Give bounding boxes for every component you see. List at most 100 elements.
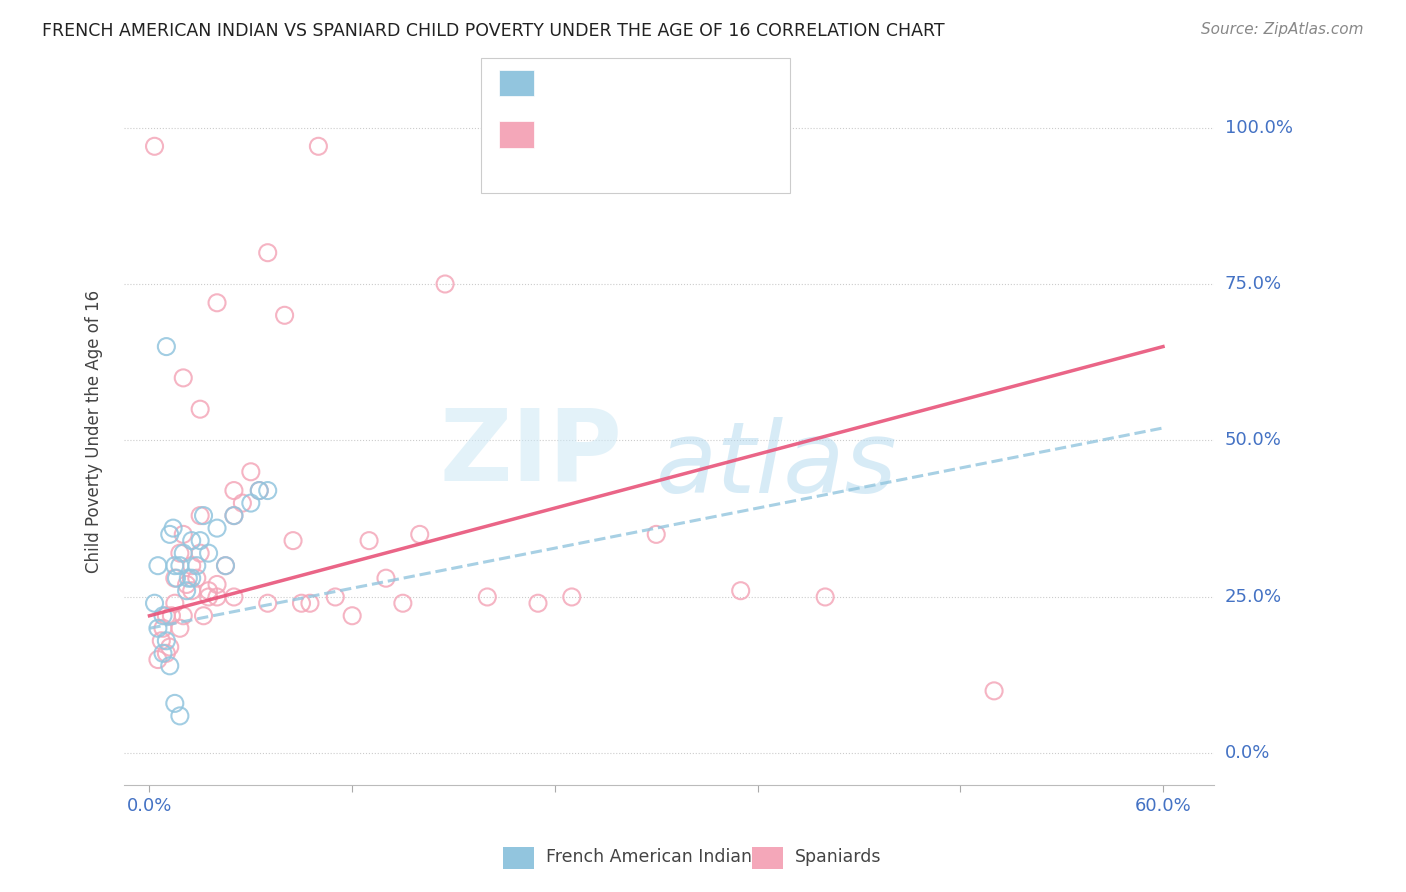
Point [197, 590, 219, 604]
Point [205, 521, 228, 535]
Point [375, 571, 398, 585]
Point [177, 571, 200, 585]
Point [222, 483, 245, 498]
Point [197, 546, 219, 560]
Point [152, 608, 174, 623]
Point [527, 596, 550, 610]
Text: atlas: atlas [657, 417, 898, 514]
Point [477, 590, 499, 604]
Point [434, 277, 457, 291]
Point [169, 621, 191, 635]
Point [205, 295, 228, 310]
Point [281, 533, 304, 548]
Text: 25.0%: 25.0% [1225, 588, 1282, 606]
Text: Spaniards: Spaniards [794, 848, 882, 866]
Point [172, 546, 194, 560]
Text: R = 0.244: R = 0.244 [546, 74, 636, 92]
Point [169, 709, 191, 723]
Point [159, 658, 181, 673]
Point [176, 583, 198, 598]
Point [222, 590, 245, 604]
Point [155, 608, 177, 623]
Point [273, 308, 295, 322]
Text: Source: ZipAtlas.com: Source: ZipAtlas.com [1201, 22, 1364, 37]
Point [392, 596, 415, 610]
Point [159, 640, 181, 654]
Point [155, 633, 177, 648]
Point [298, 596, 321, 610]
Point [166, 571, 188, 585]
Point [340, 608, 363, 623]
Point [247, 483, 270, 498]
Point [214, 558, 236, 573]
Point [180, 558, 202, 573]
Point [162, 521, 184, 535]
Point [188, 533, 211, 548]
Point [239, 465, 262, 479]
Point [290, 596, 312, 610]
Point [172, 527, 194, 541]
Point [176, 577, 198, 591]
Point [561, 590, 583, 604]
Point [193, 508, 215, 523]
Point [409, 527, 432, 541]
Point [357, 533, 380, 548]
Point [180, 583, 202, 598]
Point [160, 608, 183, 623]
Point [169, 546, 191, 560]
Text: 100.0%: 100.0% [1225, 119, 1292, 136]
Text: FRENCH AMERICAN INDIAN VS SPANIARD CHILD POVERTY UNDER THE AGE OF 16 CORRELATION: FRENCH AMERICAN INDIAN VS SPANIARD CHILD… [42, 22, 945, 40]
Point [205, 590, 228, 604]
Point [146, 621, 169, 635]
Text: 75.0%: 75.0% [1225, 275, 1282, 293]
Point [172, 371, 194, 385]
Point [188, 402, 211, 417]
Point [307, 139, 329, 153]
Point [146, 558, 169, 573]
Point [152, 646, 174, 660]
Point [214, 558, 236, 573]
Point [193, 608, 215, 623]
Point [231, 496, 253, 510]
Text: R = 0.365: R = 0.365 [546, 126, 636, 144]
Point [152, 621, 174, 635]
Point [155, 340, 177, 354]
Text: 0.0%: 0.0% [1225, 745, 1270, 763]
Point [239, 496, 262, 510]
Point [163, 571, 186, 585]
Text: N = 56: N = 56 [668, 126, 735, 144]
Point [222, 508, 245, 523]
Point [180, 533, 202, 548]
Point [188, 546, 211, 560]
Point [150, 633, 173, 648]
Point [163, 558, 186, 573]
Point [186, 571, 208, 585]
Y-axis label: Child Poverty Under the Age of 16: Child Poverty Under the Age of 16 [86, 290, 103, 573]
Point [143, 139, 166, 153]
Point [983, 684, 1005, 698]
Point [169, 558, 191, 573]
Point [205, 577, 228, 591]
Point [645, 527, 668, 541]
Point [188, 508, 211, 523]
Text: ZIP: ZIP [440, 404, 623, 501]
Point [186, 558, 208, 573]
Point [323, 590, 346, 604]
Text: French American Indians: French American Indians [546, 848, 761, 866]
Point [197, 583, 219, 598]
Point [159, 527, 181, 541]
Point [163, 697, 186, 711]
Point [143, 596, 166, 610]
Point [256, 596, 278, 610]
Point [730, 583, 752, 598]
Point [814, 590, 837, 604]
Point [256, 245, 278, 260]
Point [146, 652, 169, 666]
Text: N = 30: N = 30 [668, 74, 735, 92]
Point [247, 483, 270, 498]
Point [256, 483, 278, 498]
Point [163, 596, 186, 610]
Point [172, 608, 194, 623]
Point [155, 646, 177, 660]
Point [222, 508, 245, 523]
